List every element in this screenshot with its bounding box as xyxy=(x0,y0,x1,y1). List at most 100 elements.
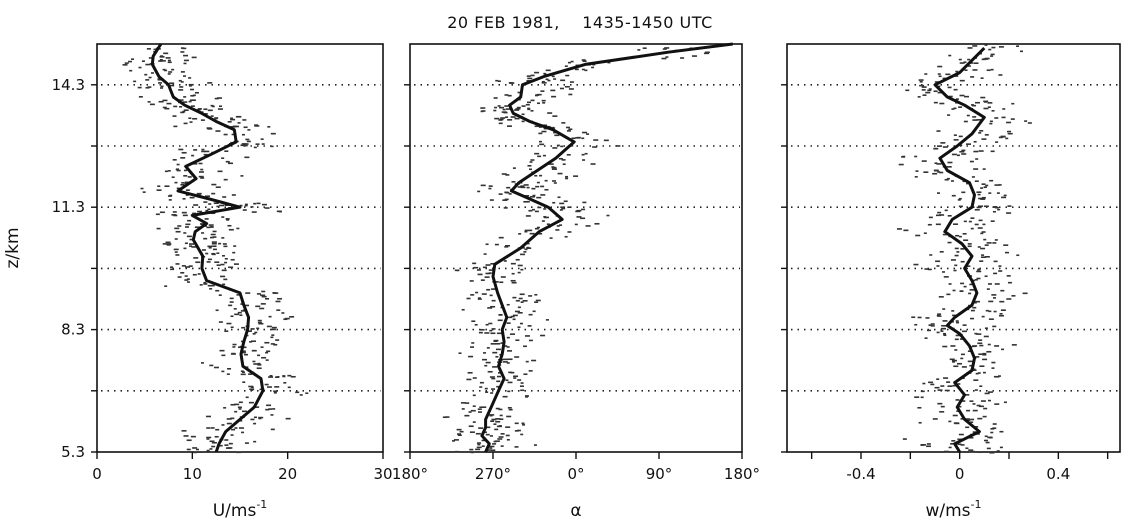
scatter-point xyxy=(998,74,1003,76)
scatter-point xyxy=(183,232,187,234)
scatter-point xyxy=(471,342,475,344)
scatter-point xyxy=(964,418,970,420)
scatter-point xyxy=(504,246,509,248)
scatter-point xyxy=(172,211,177,213)
scatter-point xyxy=(948,54,952,57)
scatter-point xyxy=(180,271,185,274)
scatter-point xyxy=(491,288,497,290)
scatter-point xyxy=(498,119,503,121)
scatter-point xyxy=(540,194,546,196)
scatter-point xyxy=(534,227,539,230)
scatter-point xyxy=(936,265,940,267)
scatter-point xyxy=(219,105,223,108)
scatter-point xyxy=(555,229,560,231)
scatter-point xyxy=(454,269,459,272)
scatter-point xyxy=(980,256,986,259)
scatter-point xyxy=(606,214,610,217)
scatter-point xyxy=(534,152,540,155)
scatter-point xyxy=(946,381,951,383)
scatter-point xyxy=(951,310,955,312)
scatter-point xyxy=(240,370,244,373)
scatter-point xyxy=(479,406,484,409)
scatter-point xyxy=(512,314,518,317)
scatter-point xyxy=(158,60,163,62)
scatter-point xyxy=(173,248,179,251)
scatter-point xyxy=(994,206,999,209)
scatter-point xyxy=(978,353,983,355)
scatter-point xyxy=(565,74,570,77)
scatter-point xyxy=(584,69,588,72)
scatter-point xyxy=(969,283,973,286)
scatter-point xyxy=(985,441,990,444)
scatter-point xyxy=(509,82,515,84)
scatter-point xyxy=(278,210,282,213)
scatter-point xyxy=(228,228,234,231)
scatter-point xyxy=(992,423,997,425)
scatter-point xyxy=(533,444,537,446)
scatter-point xyxy=(942,320,948,322)
scatter-point xyxy=(211,105,215,108)
scatter-point xyxy=(477,411,482,413)
scatter-point xyxy=(495,407,500,410)
scatter-point xyxy=(505,426,511,428)
scatter-point xyxy=(305,392,309,395)
scatter-point xyxy=(145,86,150,89)
scatter-point xyxy=(984,134,989,136)
scatter-point xyxy=(242,119,247,121)
scatter-point xyxy=(1007,132,1013,135)
scatter-point xyxy=(498,408,503,411)
scatter-point xyxy=(487,370,493,373)
scatter-point xyxy=(234,410,238,413)
scatter-point xyxy=(543,216,549,219)
scatter-point xyxy=(253,416,257,419)
scatter-point xyxy=(972,409,978,412)
scatter-point xyxy=(661,57,667,60)
scatter-point xyxy=(239,204,243,207)
scatter-point xyxy=(233,263,239,265)
scatter-point xyxy=(520,253,526,256)
scatter-point xyxy=(468,355,474,358)
scatter-point xyxy=(984,256,990,258)
scatter-point xyxy=(557,172,563,175)
scatter-point xyxy=(918,79,924,81)
scatter-point xyxy=(680,57,685,59)
scatter-point xyxy=(232,125,237,128)
scatter-point xyxy=(978,150,984,152)
scatter-point xyxy=(543,72,547,75)
scatter-point xyxy=(953,88,958,91)
scatter-point xyxy=(494,428,499,431)
scatter-point xyxy=(540,185,545,188)
scatter-point xyxy=(990,431,994,434)
scatter-point xyxy=(506,362,510,364)
scatter-point xyxy=(593,139,599,141)
scatter-point xyxy=(207,284,213,287)
scatter-point xyxy=(508,193,512,195)
scatter-point xyxy=(992,210,996,213)
scatter-point xyxy=(951,108,955,110)
scatter-point xyxy=(222,283,226,286)
scatter-point xyxy=(186,278,190,280)
scatter-point xyxy=(213,202,219,205)
scatter-point xyxy=(551,75,555,78)
scatter-point xyxy=(990,55,994,57)
scatter-point xyxy=(469,448,474,451)
scatter-point xyxy=(181,265,186,267)
scatter-point xyxy=(1003,401,1007,404)
scatter-point xyxy=(960,248,965,250)
panel-vertical-velocity: -0.4 0 0.4 w/ms-1 xyxy=(781,43,1121,521)
scatter-point xyxy=(168,199,172,201)
scatter-point xyxy=(946,166,952,168)
scatter-point xyxy=(528,339,533,342)
scatter-point xyxy=(486,288,491,291)
scatter-point xyxy=(472,405,476,408)
scatter-point xyxy=(488,272,492,274)
scatter-point xyxy=(979,344,984,347)
scatter-point xyxy=(974,279,978,281)
scatter-point xyxy=(205,209,209,212)
scatter-point xyxy=(223,407,227,409)
scatter-point xyxy=(520,185,525,187)
scatter-point xyxy=(194,226,200,229)
scatter-point xyxy=(926,329,931,332)
scatter-point xyxy=(495,418,501,420)
scatter-point xyxy=(987,283,992,285)
